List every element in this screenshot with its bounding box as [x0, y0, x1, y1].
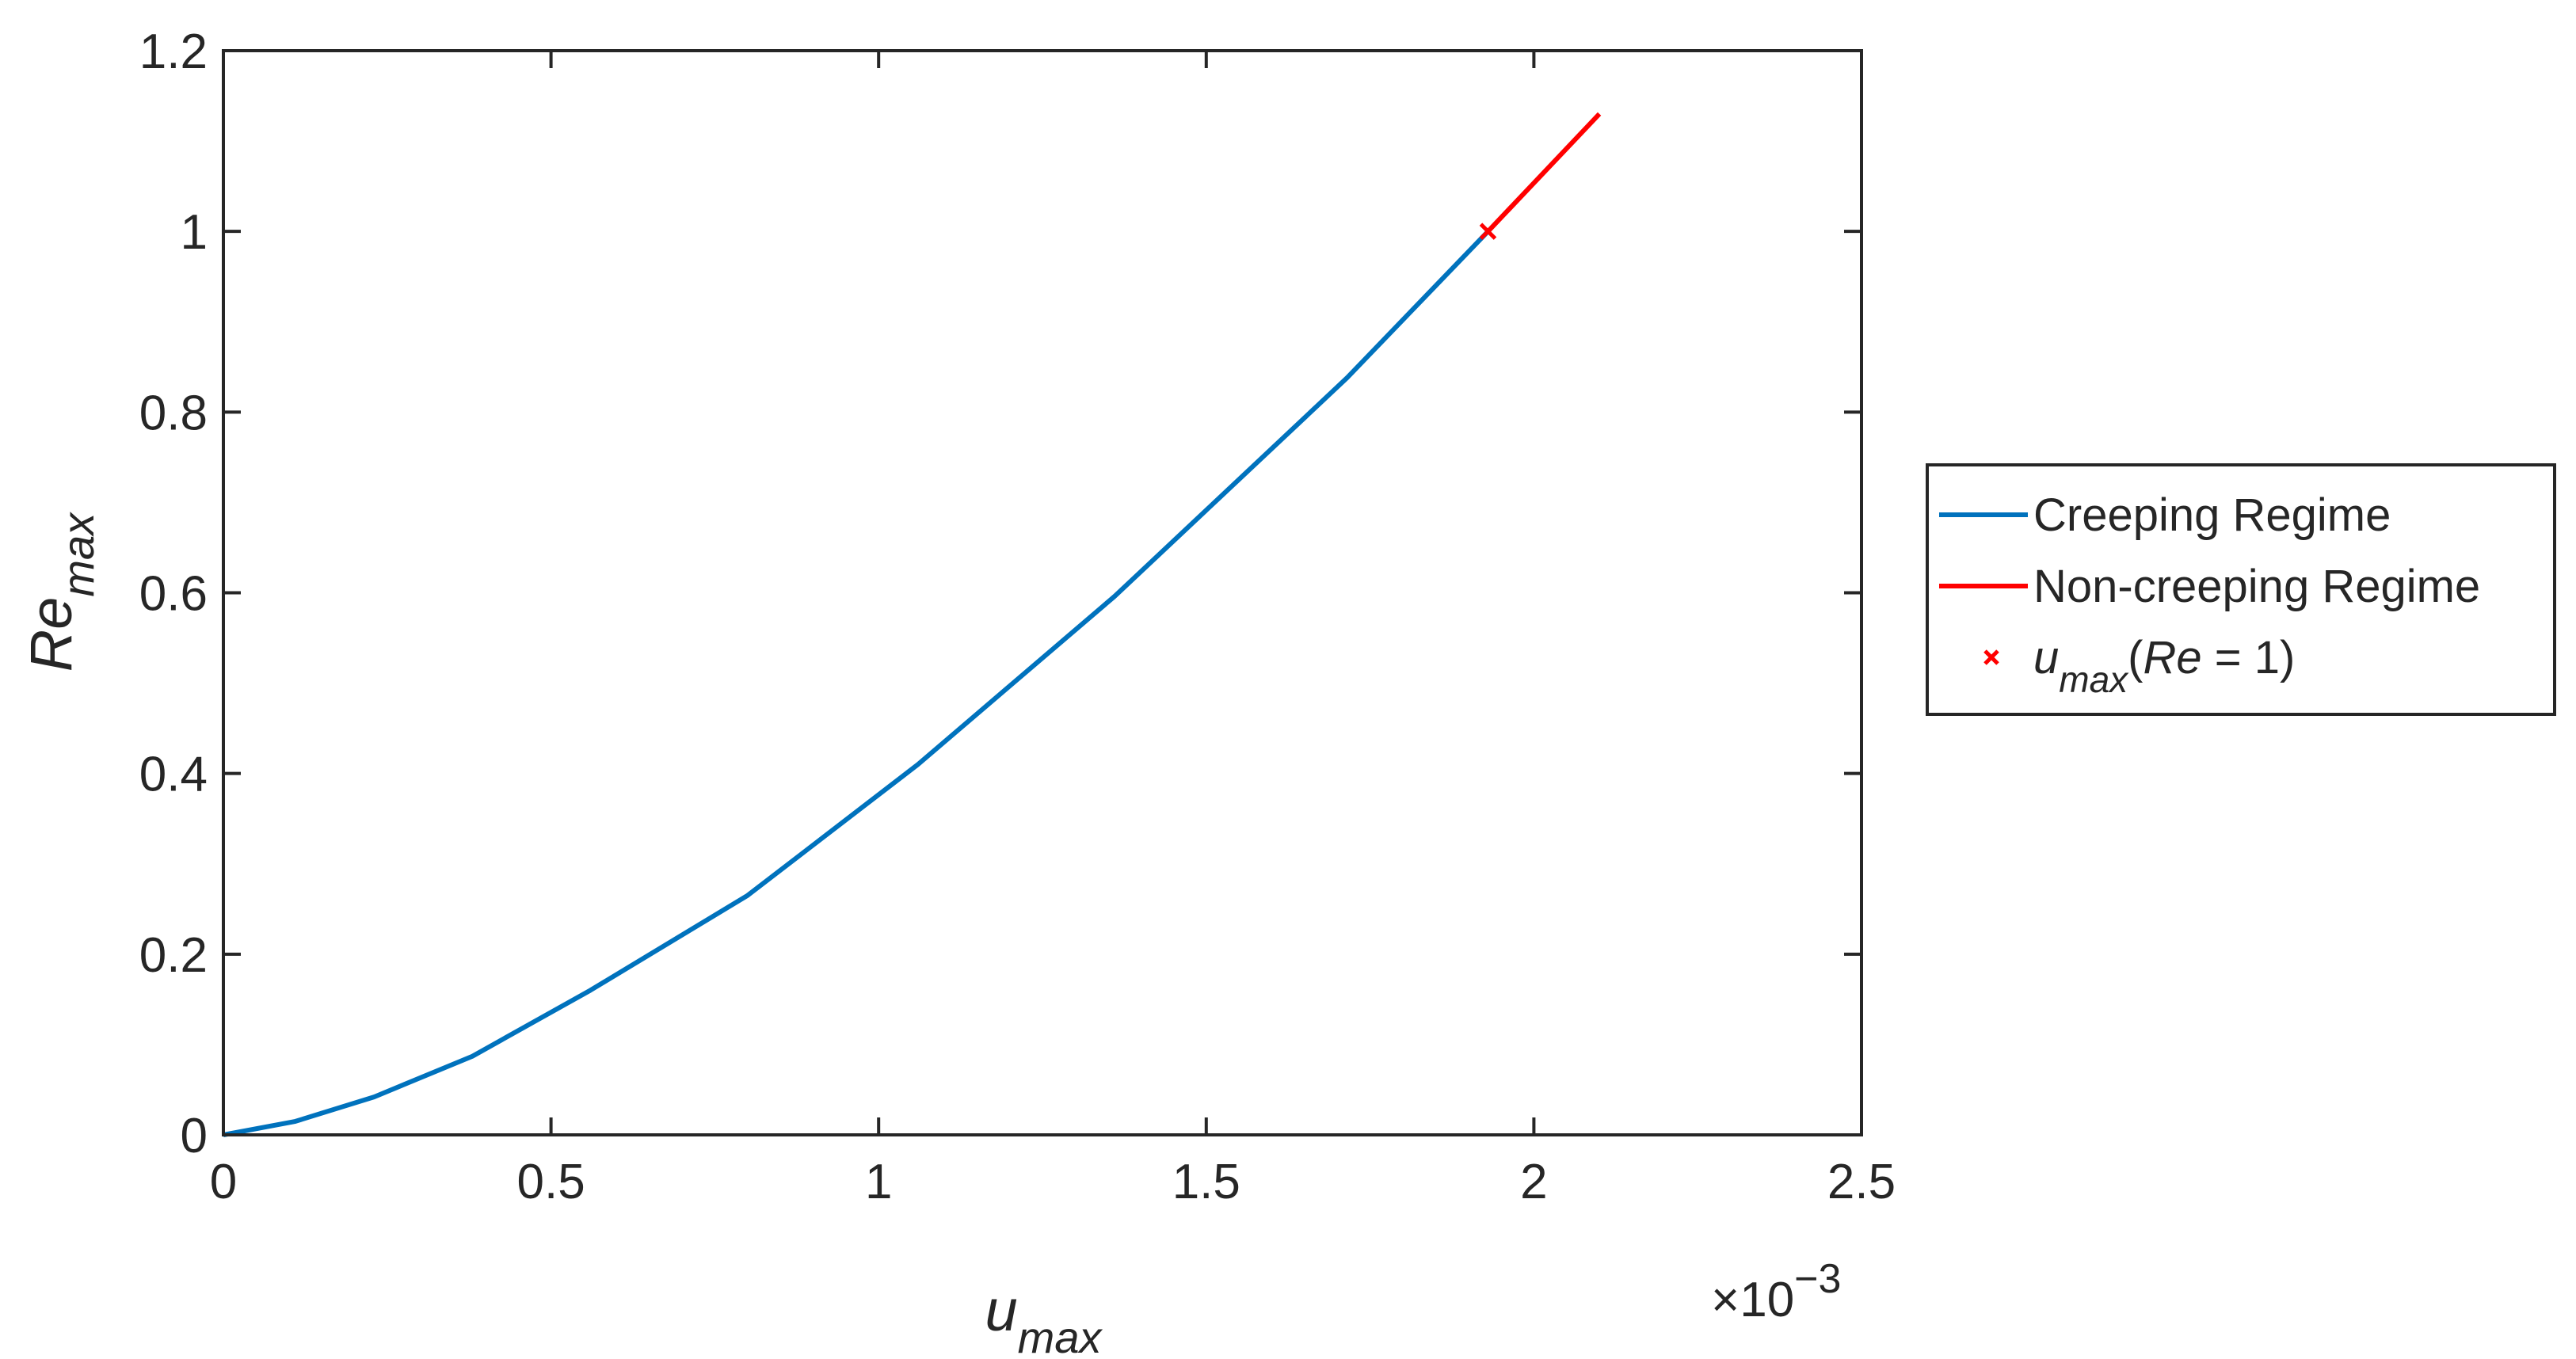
y-tick-label: 0.2: [139, 928, 208, 983]
legend-label-part: max: [2059, 659, 2129, 700]
legend-label-part: Re: [2143, 632, 2202, 683]
y-tick-label: 0.6: [139, 567, 208, 622]
line: [1486, 112, 1602, 234]
x-exponent: ×10−3: [1711, 1256, 1841, 1327]
y-tick-label: 1: [181, 205, 208, 260]
x-exponent-base: ×10: [1711, 1273, 1794, 1327]
x-tick-label: 1: [865, 1155, 892, 1209]
x-tick-label: 1.5: [1172, 1155, 1240, 1209]
x-label-sub: max: [1018, 1312, 1103, 1359]
y-label-sub: max: [53, 512, 103, 597]
x-label-base: u: [985, 1277, 1018, 1343]
y-tick-label: 0.8: [139, 386, 208, 440]
y-tick-label: 0.4: [139, 748, 208, 802]
legend-label: Non-creeping Regime: [2033, 561, 2480, 612]
y-axis-label: Remax: [18, 512, 103, 672]
y-tick-label: 1.2: [139, 25, 208, 79]
y-tick-label: 0: [181, 1109, 208, 1163]
legend: Creeping Regime Non-creeping Regime umax(R…: [1926, 463, 2556, 716]
plot-area: [222, 49, 1863, 1137]
x-tick-label: 0.5: [516, 1155, 585, 1209]
x-axis-label: umax: [985, 1277, 1103, 1359]
legend-box: [1926, 463, 2556, 716]
axes-box: [222, 49, 1863, 1136]
legend-label-part: (: [2128, 632, 2143, 683]
marker: [1479, 223, 1497, 240]
x-tick-label: 2: [1520, 1155, 1547, 1209]
x-tick-label: 0: [210, 1155, 237, 1209]
legend-label-part: u: [2033, 632, 2059, 683]
x-tick-label: 2.5: [1827, 1155, 1896, 1209]
legend-marker: [1983, 649, 1999, 665]
x-exponent-power: −3: [1794, 1256, 1841, 1302]
line: [223, 230, 1490, 1137]
legend-label: umax(Re = 1): [2033, 632, 2295, 700]
y-label-base: Re: [18, 597, 84, 672]
legend-label: Creeping Regime: [2033, 489, 2391, 541]
legend-label-part: = 1): [2202, 632, 2296, 683]
